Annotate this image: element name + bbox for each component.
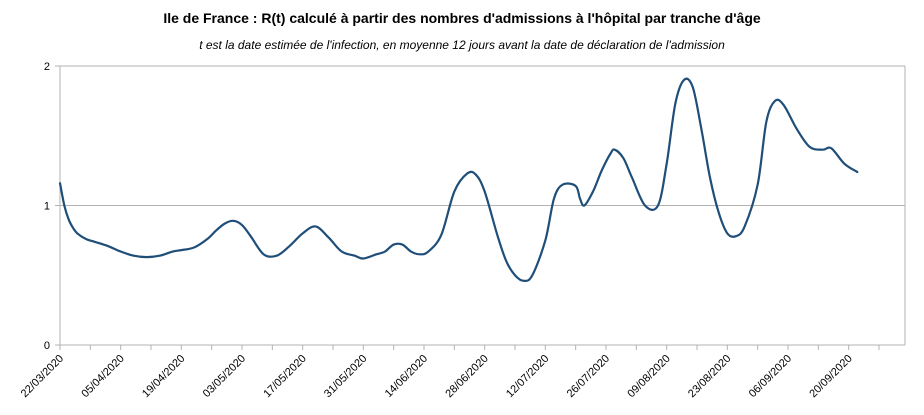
x-tick-label-10: 09/08/2020	[625, 353, 672, 400]
x-tick-label-12: 06/09/2020	[747, 353, 794, 400]
x-tick-label-0: 22/03/2020	[19, 353, 66, 400]
y-tick-label-1: 1	[44, 201, 50, 213]
series-group	[58, 77, 859, 283]
x-tick-label-1: 05/04/2020	[79, 353, 126, 400]
x-tick-label-4: 17/05/2020	[261, 353, 308, 400]
x-tick-label-7: 28/06/2020	[443, 353, 490, 400]
x-axis-ticks: 22/03/2020 05/04/2020 19/04/2020 03/05/2020…	[19, 345, 880, 400]
y-tick-label-2: 2	[44, 61, 50, 73]
x-tick-label-3: 03/05/2020	[201, 353, 248, 400]
x-tick-label-5: 31/05/2020	[322, 353, 369, 400]
y-tick-label-0: 0	[44, 340, 50, 352]
x-tick-label-9: 26/07/2020	[565, 353, 612, 400]
x-tick-label-11: 23/08/2020	[686, 353, 733, 400]
y-axis-ticks: 0 1 2	[44, 61, 60, 352]
x-tick-label-6: 14/06/2020	[383, 353, 430, 400]
series-line-0	[58, 77, 859, 283]
x-tick-label-8: 12/07/2020	[504, 353, 551, 400]
x-tick-label-2: 19/04/2020	[140, 353, 187, 400]
x-tick-label-13: 20/09/2020	[807, 353, 854, 400]
chart-subtitle: t est la date estimée de l'infection, en…	[199, 38, 725, 52]
chart-title: Ile de France : R(t) calculé à partir de…	[163, 10, 761, 26]
grid-lines	[60, 65, 905, 346]
